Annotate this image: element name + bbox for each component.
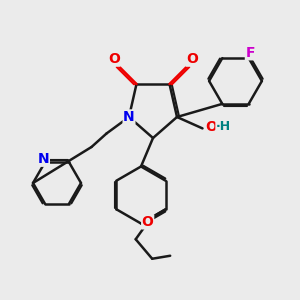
Text: O: O [108,52,120,66]
Text: N: N [38,152,49,166]
Text: O: O [142,215,154,229]
Text: N: N [123,110,135,124]
Text: ·H: ·H [216,120,231,134]
Text: F: F [245,46,255,60]
Text: O: O [205,120,217,134]
Text: O: O [186,52,198,66]
